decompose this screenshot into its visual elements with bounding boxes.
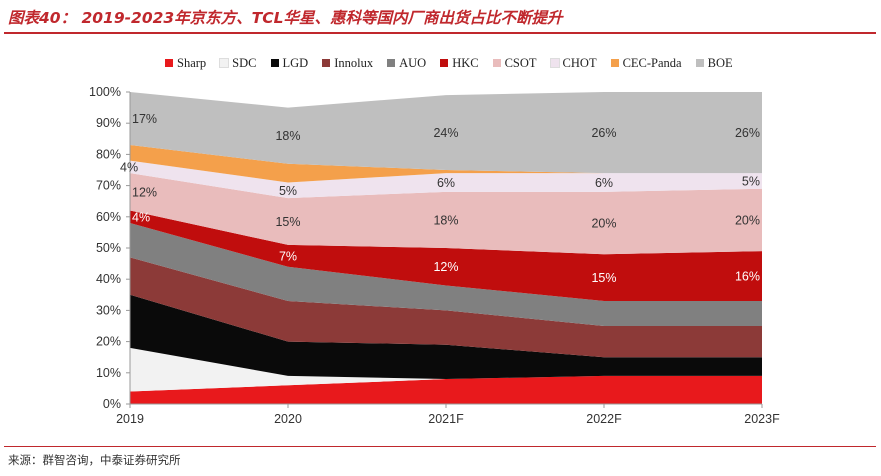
legend-item-boe: BOE [695,55,733,71]
legend-swatch [322,59,331,67]
data-label-hkc: 4% [132,210,150,224]
legend-label: Innolux [334,55,374,70]
data-label-chot: 5% [279,184,297,198]
y-tick-label: 0% [103,397,121,411]
data-label-chot: 6% [437,176,455,190]
data-label-hkc: 15% [591,271,616,285]
area-innolux [130,257,762,358]
legend-item-sharp: Sharp [165,56,206,71]
legend-label: BOE [707,55,733,70]
legend-item-hkc: HKC [440,55,479,71]
area-sharp [130,375,762,404]
legend-swatch [610,59,619,67]
chart-legend: Sharp SDC LGD Innolux AUO HKC CSOT CHOT CEC-Pand… [165,56,747,70]
legend-label: HKC [452,55,479,70]
footer-rule [4,446,876,447]
x-tick-label: 2022F [586,412,622,426]
legend-swatch [492,59,501,67]
legend-label: SDC [232,55,257,70]
data-label-hkc: 16% [735,270,760,284]
y-tick-label: 100% [89,85,121,99]
x-tick-label: 2019 [116,412,144,426]
data-label-boe: 24% [433,126,458,140]
area-sdc [130,347,762,392]
data-label-boe: 26% [735,126,760,140]
legend-item-csot: CSOT [492,55,537,71]
y-tick-label: 90% [96,116,121,130]
legend-label: Sharp [177,55,207,70]
data-label-csot: 15% [275,215,300,229]
data-label-chot: 5% [742,174,760,188]
data-label-csot: 20% [735,213,760,227]
y-tick-label: 40% [96,272,121,286]
legend-label: CEC-Panda [622,55,682,70]
data-label-boe: 17% [132,112,157,126]
stacked-area-chart: 0% 10% 20% 30% 40% 50% 60% 70% 80% 90% 100% 2019 202… [89,85,780,426]
x-tick-label: 2023F [744,412,780,426]
x-tick-label: 2020 [274,412,302,426]
data-label-boe: 26% [591,126,616,140]
y-tick-label: 70% [96,179,121,193]
x-tick-label: 2021F [428,412,464,426]
legend-label: CSOT [504,55,537,70]
data-label-csot: 18% [433,213,458,227]
area-auo [130,223,762,326]
data-label-hkc: 12% [433,260,458,274]
data-label-chot: 4% [120,160,138,174]
legend-label: AUO [399,55,427,70]
area-hkc [130,210,762,302]
y-tick-label: 60% [96,210,121,224]
legend-swatch [387,59,396,67]
legend-swatch [219,58,230,68]
legend-swatch [270,59,279,67]
legend-item-auo: AUO [387,56,426,71]
data-label-hkc: 7% [279,249,297,263]
legend-swatch [549,58,560,68]
legend-swatch [695,59,704,67]
legend-item-cec-panda: CEC-Panda [610,55,682,71]
area-csot [130,173,762,255]
data-label-csot: 20% [591,217,616,231]
legend-item-sdc: SDC [219,55,257,71]
y-tick-label: 20% [96,335,121,349]
area-lgd [130,294,762,380]
legend-item-chot: CHOT [549,55,597,71]
data-label-boe: 18% [275,129,300,143]
legend-swatch [440,59,449,67]
title-rule [4,32,876,34]
area-chot [130,160,762,199]
legend-label: CHOT [562,55,597,70]
y-tick-label: 10% [96,366,121,380]
y-tick-label: 30% [96,303,121,317]
legend-swatch [165,59,173,67]
legend-label: LGD [282,55,309,70]
legend-item-innolux: Innolux [322,56,373,71]
source-note: 来源：群智咨询，中泰证券研究所 [8,453,181,467]
data-label-csot: 12% [132,185,157,199]
y-tick-label: 80% [96,147,121,161]
y-tick-label: 50% [96,241,121,255]
area-boe [130,92,762,174]
data-label-chot: 6% [595,176,613,190]
chart-title: 图表40： 2019-2023年京东方、TCL华星、惠科等国内厂商出货占比不断提… [8,9,563,27]
legend-item-lgd: LGD [270,55,309,71]
